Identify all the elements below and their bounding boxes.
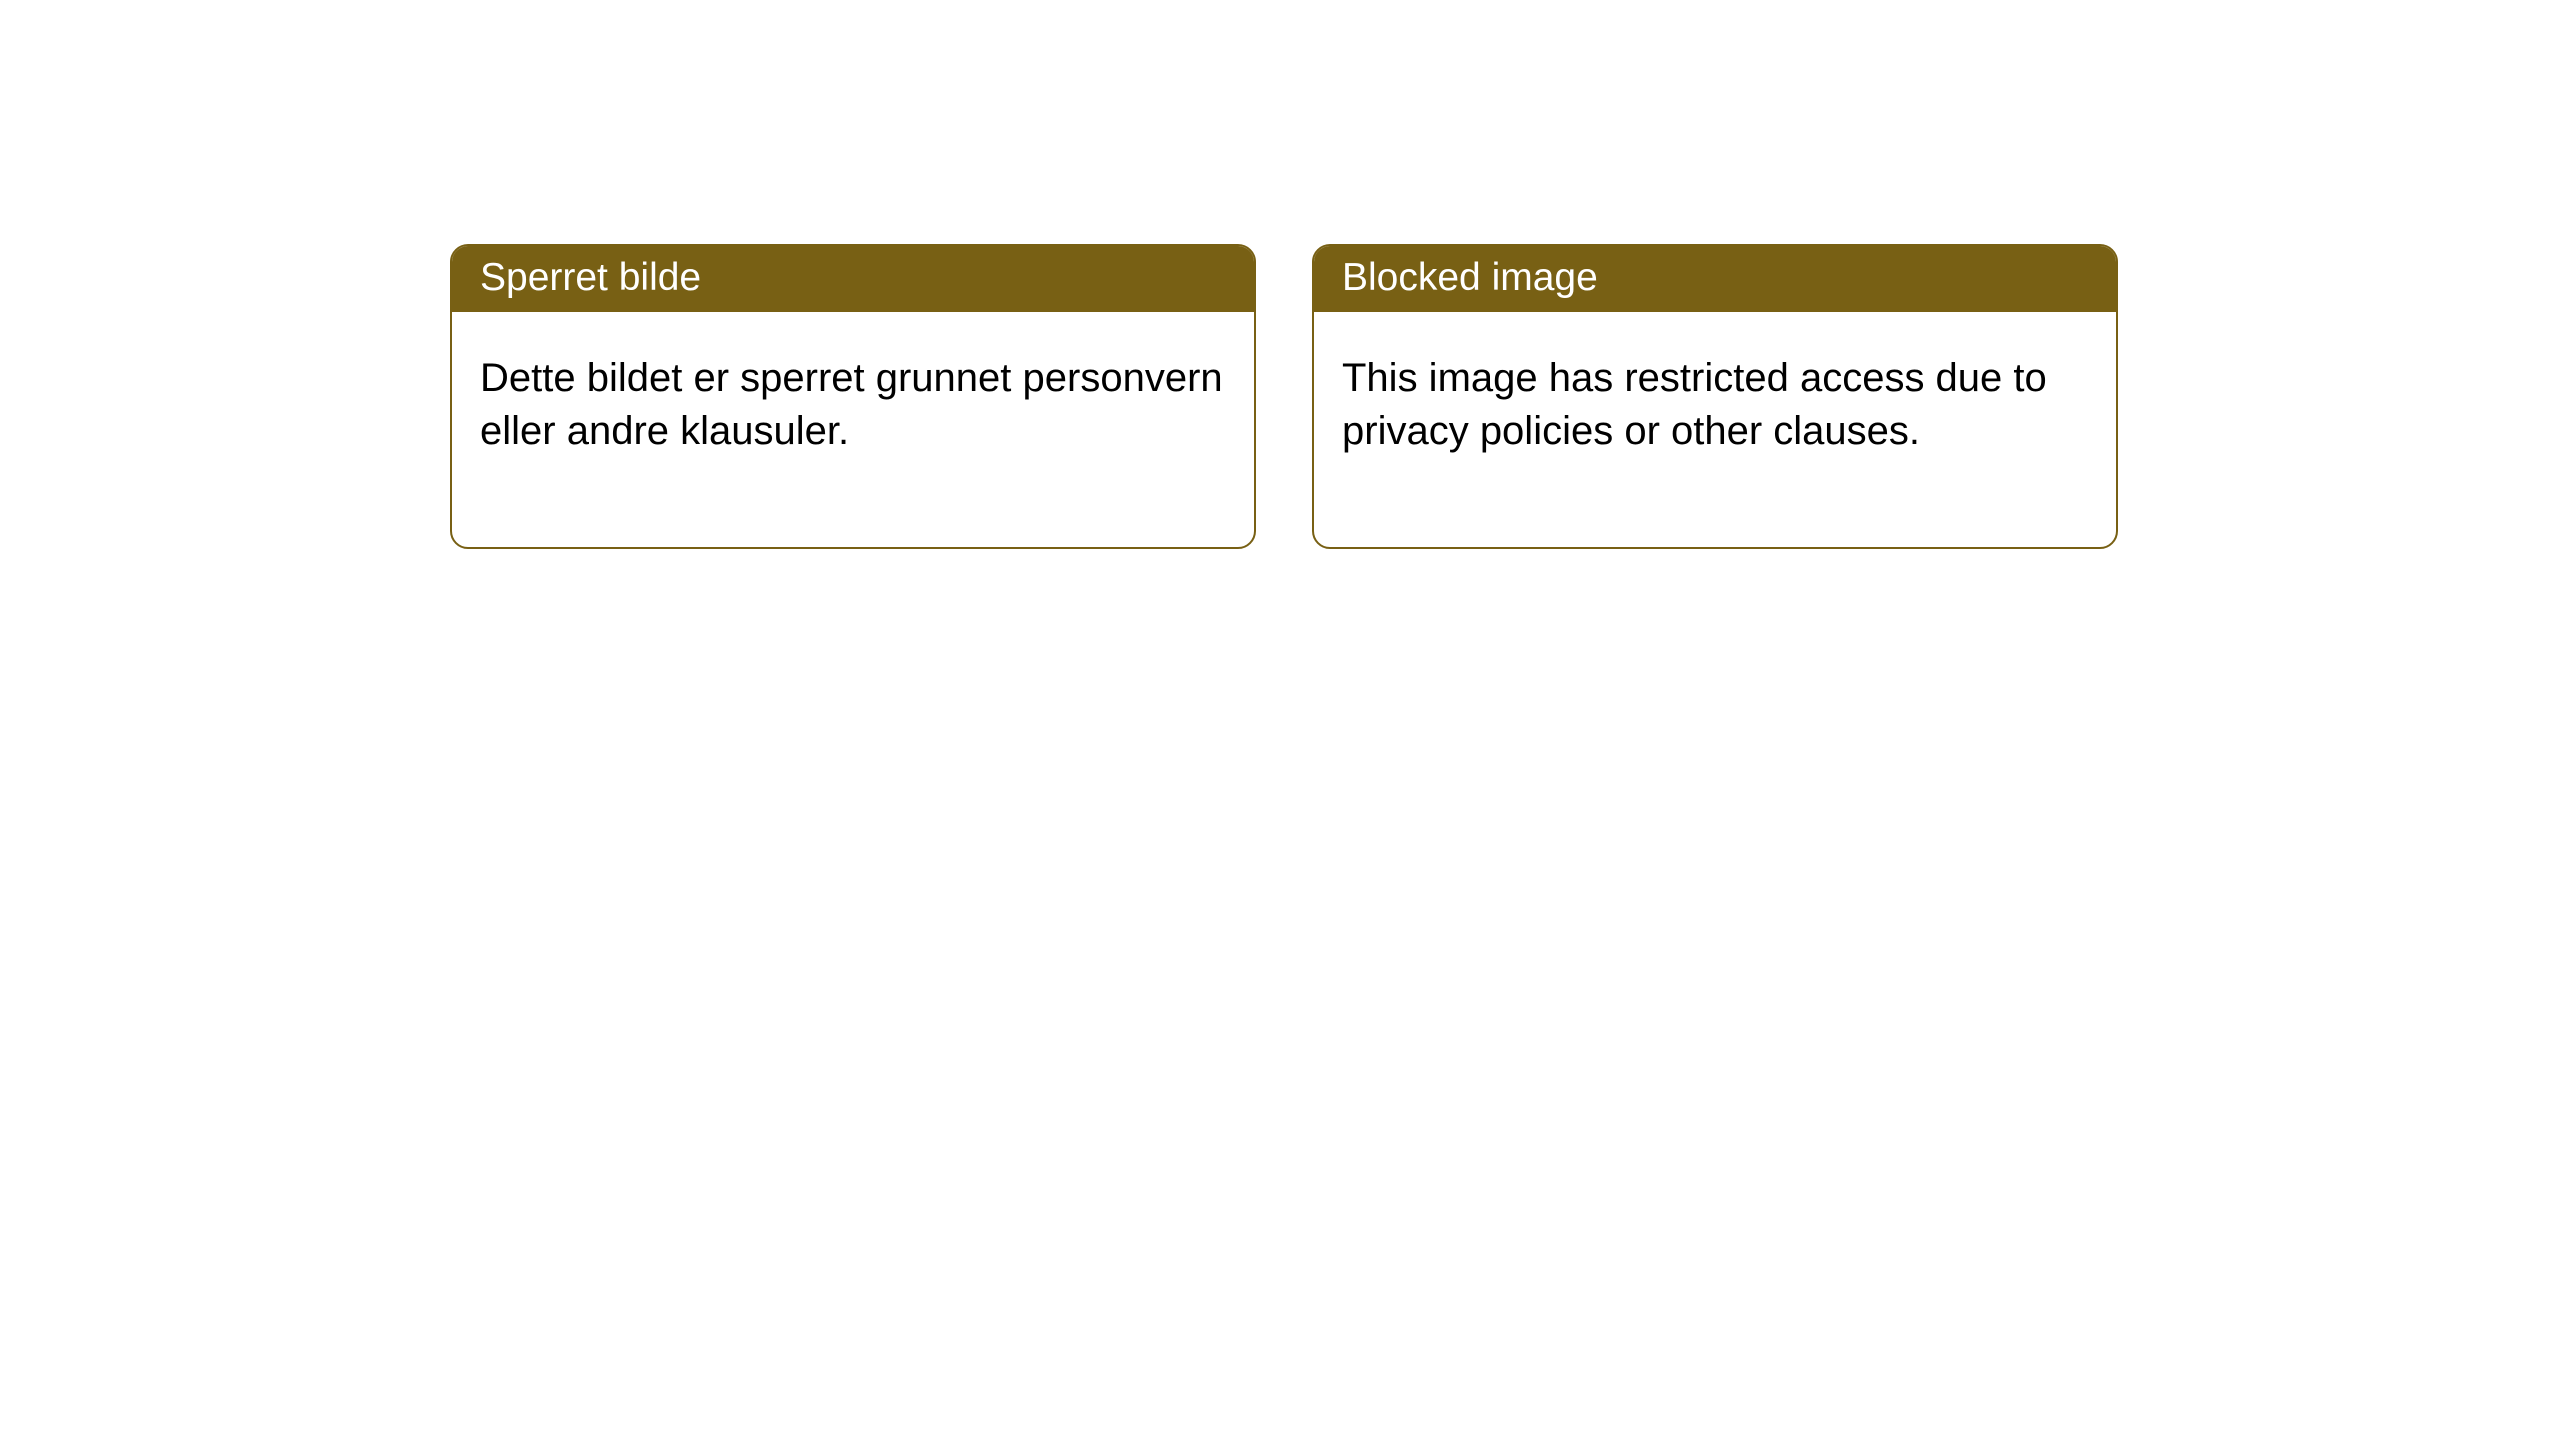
blocked-image-cards: Sperret bilde Dette bildet er sperret gr… [450,244,2118,549]
card-body-text: This image has restricted access due to … [1342,356,2047,453]
card-body-text: Dette bildet er sperret grunnet personve… [480,356,1223,453]
card-header-text: Blocked image [1342,256,1598,299]
card-header-text: Sperret bilde [480,256,701,299]
card-english: Blocked image This image has restricted … [1312,244,2118,549]
card-body: This image has restricted access due to … [1314,312,2116,548]
card-body: Dette bildet er sperret grunnet personve… [452,312,1254,548]
card-header: Blocked image [1314,246,2116,312]
card-header: Sperret bilde [452,246,1254,312]
card-norwegian: Sperret bilde Dette bildet er sperret gr… [450,244,1256,549]
